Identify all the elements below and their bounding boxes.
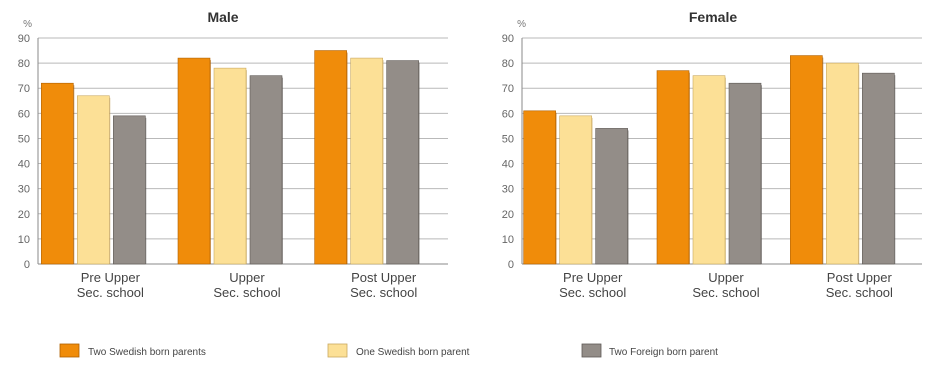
legend-label: Two Foreign born parent <box>609 347 718 358</box>
chart-1-ytick-label: 80 <box>502 58 514 70</box>
chart-1-ytick-label: 10 <box>502 234 514 246</box>
chart-1-ytick-label: 60 <box>502 108 514 120</box>
legend-swatch <box>59 343 80 358</box>
chart-1-bar <box>728 82 762 265</box>
chart-0-ytick-label: 0 <box>24 259 30 271</box>
chart-0-ytick-label: 30 <box>18 184 30 196</box>
legend-label: One Swedish born parent <box>356 347 470 358</box>
chart-0-ytick-label: 20 <box>18 209 30 221</box>
chart-1-ytick-label: 30 <box>502 184 514 196</box>
chart-1-ytick-label: 90 <box>502 33 514 45</box>
chart-1-unit-label: % <box>517 19 526 30</box>
chart-1-category-label: Post Upper Sec. school <box>826 270 893 300</box>
chart-1-title: Female <box>689 9 737 25</box>
chart-0-category-label: Pre Upper Sec. school <box>77 270 144 300</box>
chart-0-bar <box>113 115 146 265</box>
chart-1-bar <box>559 115 592 265</box>
chart-0-ytick-label: 90 <box>18 33 30 45</box>
chart-0-category-label: Upper Sec. school <box>213 270 280 300</box>
chart-1-bar <box>523 110 556 265</box>
chart-0-ytick-label: 80 <box>18 58 30 70</box>
chart-1-bar <box>790 55 823 265</box>
chart-0-title: Male <box>207 9 238 25</box>
legend-swatch <box>581 343 602 358</box>
chart-0-bar <box>249 75 283 265</box>
legend-swatch <box>327 343 348 358</box>
chart-0-category-label-line: Pre Upper <box>81 270 141 285</box>
chart-1-category-label-line: Upper <box>708 270 744 285</box>
chart-0-category-label-line: Post Upper <box>351 270 417 285</box>
chart-1-ytick-label: 0 <box>508 259 514 271</box>
chart-0-ytick-label: 50 <box>18 133 30 145</box>
legend-label: Two Swedish born parents <box>88 347 206 358</box>
chart-0-category-label-line: Sec. school <box>213 285 280 300</box>
chart-0-bar <box>350 57 383 265</box>
chart-1-ytick-label: 70 <box>502 83 514 95</box>
chart-1-bar <box>862 72 895 265</box>
chart-1-category-label-line: Sec. school <box>692 285 759 300</box>
chart-0-bar <box>41 82 74 265</box>
chart-0-category-label-line: Upper <box>229 270 265 285</box>
chart-0-category-label-line: Sec. school <box>350 285 417 300</box>
chart-1-ytick-label: 50 <box>502 133 514 145</box>
chart-0-bar <box>177 57 211 265</box>
chart-0-category-label-line: Sec. school <box>77 285 144 300</box>
chart-1-category-label-line: Pre Upper <box>563 270 623 285</box>
chart-1-bar <box>656 70 690 265</box>
chart-1-category-label: Upper Sec. school <box>692 270 759 300</box>
chart-0-bar <box>77 95 110 265</box>
chart-0-category-label: Post Upper Sec. school <box>350 270 417 300</box>
chart-1-ytick-label: 40 <box>502 159 514 171</box>
chart-0-bar <box>213 67 247 265</box>
chart-0-unit-label: % <box>23 19 32 30</box>
chart-1-category-label-line: Sec. school <box>826 285 893 300</box>
chart-1-category-label-line: Sec. school <box>559 285 626 300</box>
chart-1-bar <box>692 75 726 265</box>
chart-1-bar <box>595 128 628 265</box>
chart-0-bar <box>386 60 419 265</box>
chart-1-bar <box>826 62 859 265</box>
chart-0-bar <box>314 50 347 265</box>
chart-0-ytick-label: 40 <box>18 159 30 171</box>
chart-1-ytick-label: 20 <box>502 209 514 221</box>
chart-0-ytick-label: 70 <box>18 83 30 95</box>
chart-0-ytick-label: 10 <box>18 234 30 246</box>
chart-0-ytick-label: 60 <box>18 108 30 120</box>
chart-1-category-label-line: Post Upper <box>827 270 893 285</box>
chart-1-category-label: Pre Upper Sec. school <box>559 270 626 300</box>
